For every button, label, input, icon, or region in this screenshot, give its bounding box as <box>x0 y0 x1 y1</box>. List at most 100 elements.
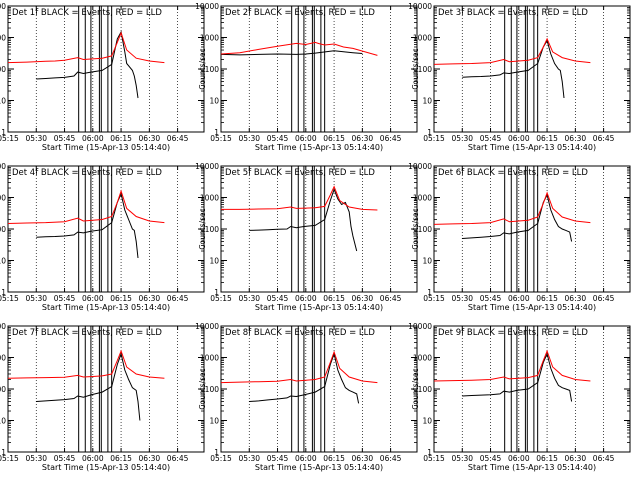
x-tick-label: 06:15 <box>110 134 132 143</box>
x-axis-label: Start Time (15-Apr-13 05:14:40) <box>42 143 170 152</box>
y-tick-label: 1 <box>427 128 432 137</box>
y-tick-label: 10 <box>422 257 432 266</box>
x-tick-label: 06:45 <box>593 134 615 143</box>
series-events-line <box>36 192 139 259</box>
series-lld-line <box>7 189 165 224</box>
series-lld-line <box>433 191 591 225</box>
x-tick-label: 06:15 <box>536 294 558 303</box>
x-tick-label: 06:45 <box>593 454 615 463</box>
x-tick-label: 06:00 <box>295 294 317 303</box>
x-tick-label: 05:45 <box>480 454 502 463</box>
x-tick-label: 05:15 <box>0 134 19 143</box>
x-tick-label: 05:30 <box>451 294 473 303</box>
y-tick-label: 100 <box>205 65 220 74</box>
x-axis-label: Start Time (15-Apr-13 05:14:40) <box>468 303 596 312</box>
x-tick-label: 06:00 <box>82 294 104 303</box>
y-axis-label: Counts/sec <box>198 368 207 409</box>
series-events-line <box>249 188 358 252</box>
y-tick-label: 100 <box>0 225 6 234</box>
x-tick-label: 05:45 <box>267 454 289 463</box>
x-axis-label: Start Time (15-Apr-13 05:14:40) <box>255 303 383 312</box>
x-tick-label: 05:45 <box>54 454 76 463</box>
y-tick-label: 1 <box>1 448 6 457</box>
x-tick-label: 06:15 <box>323 134 345 143</box>
x-tick-label: 06:45 <box>593 294 615 303</box>
x-tick-label: 05:15 <box>423 454 445 463</box>
panel-det-2: Det 2f BLACK = Events, RED = LLD 05:15 05:… <box>195 2 418 152</box>
x-tick-label: 05:15 <box>0 454 19 463</box>
x-tick-label: 05:30 <box>238 294 260 303</box>
panel-det-7: Det 7f BLACK = Events, RED = LLD 05:15 05:… <box>0 322 205 472</box>
series-lld-line <box>7 31 165 64</box>
x-tick-label: 06:00 <box>508 454 530 463</box>
panel-title: Det 7f BLACK = Events, RED = LLD <box>12 328 162 338</box>
y-tick-label: 10 <box>209 257 219 266</box>
y-tick-label: 1000 <box>0 194 6 203</box>
x-tick-label: 05:45 <box>54 294 76 303</box>
x-tick-label: 06:00 <box>295 134 317 143</box>
y-tick-label: 10 <box>0 97 6 106</box>
x-tick-label: 05:15 <box>210 134 232 143</box>
series-lld-line <box>433 37 591 65</box>
y-tick-label: 10000 <box>0 2 6 11</box>
series-events-line <box>220 50 363 56</box>
x-tick-label: 06:15 <box>110 294 132 303</box>
y-axis-label: Counts/sec <box>411 208 420 249</box>
series-events-line <box>36 352 141 421</box>
series-events-line <box>462 352 573 402</box>
y-tick-label: 10000 <box>195 322 219 331</box>
x-tick-label: 06:30 <box>139 294 161 303</box>
panel-title: Det 2f BLACK = Events, RED = LLD <box>225 8 375 18</box>
series-lld-line <box>220 350 378 384</box>
series-lld-line <box>221 185 378 211</box>
x-tick-label: 06:45 <box>380 134 402 143</box>
x-tick-label: 06:15 <box>323 454 345 463</box>
y-tick-label: 1 <box>214 128 219 137</box>
x-tick-label: 05:15 <box>423 134 445 143</box>
x-tick-label: 06:30 <box>352 294 374 303</box>
x-tick-label: 05:30 <box>238 454 260 463</box>
x-tick-label: 06:30 <box>565 454 587 463</box>
y-tick-label: 1000 <box>200 354 219 363</box>
panel-title: Det 8f BLACK = Events, RED = LLD <box>225 328 375 338</box>
y-tick-label: 1000 <box>200 194 219 203</box>
x-tick-label: 05:30 <box>451 454 473 463</box>
y-tick-label: 1 <box>1 288 6 297</box>
x-tick-label: 05:15 <box>210 294 232 303</box>
y-tick-label: 10000 <box>0 162 6 171</box>
x-tick-label: 06:15 <box>323 294 345 303</box>
panel-title: Det 1f BLACK = Events, RED = LLD <box>12 8 162 18</box>
x-tick-label: 06:45 <box>380 454 402 463</box>
plot-frame <box>7 5 205 133</box>
x-axis-label: Start Time (15-Apr-13 05:14:40) <box>42 303 170 312</box>
y-tick-label: 1 <box>214 288 219 297</box>
panel-det-1: Det 1f BLACK = Events, RED = LLD 05:15 05:… <box>0 2 205 152</box>
y-tick-label: 10000 <box>195 2 219 11</box>
y-tick-label: 100 <box>205 385 220 394</box>
y-axis-label: Counts/sec <box>198 48 207 89</box>
y-axis-label: Counts/sec <box>411 48 420 89</box>
series-lld-line <box>7 349 165 379</box>
y-axis-label: Counts/sec <box>411 368 420 409</box>
y-tick-label: 100 <box>0 385 6 394</box>
y-tick-label: 10 <box>209 417 219 426</box>
y-tick-label: 1000 <box>413 34 432 43</box>
y-tick-label: 100 <box>418 225 433 234</box>
y-tick-label: 1 <box>1 128 6 137</box>
y-tick-label: 1 <box>427 288 432 297</box>
x-tick-label: 05:30 <box>451 134 473 143</box>
x-axis-label: Start Time (15-Apr-13 05:14:40) <box>255 463 383 472</box>
x-tick-label: 05:45 <box>480 294 502 303</box>
x-tick-label: 06:45 <box>167 294 189 303</box>
y-tick-label: 100 <box>205 225 220 234</box>
y-tick-label: 10000 <box>0 322 6 331</box>
series-lld-line <box>220 41 378 56</box>
x-tick-label: 05:45 <box>267 294 289 303</box>
x-tick-label: 06:00 <box>82 134 104 143</box>
x-tick-label: 06:45 <box>167 454 189 463</box>
x-tick-label: 06:30 <box>139 134 161 143</box>
panel-title: Det 6f BLACK = Events, RED = LLD <box>438 168 588 178</box>
x-axis-label: Start Time (15-Apr-13 05:14:40) <box>42 463 170 472</box>
x-tick-label: 05:45 <box>480 134 502 143</box>
x-tick-label: 06:30 <box>565 134 587 143</box>
